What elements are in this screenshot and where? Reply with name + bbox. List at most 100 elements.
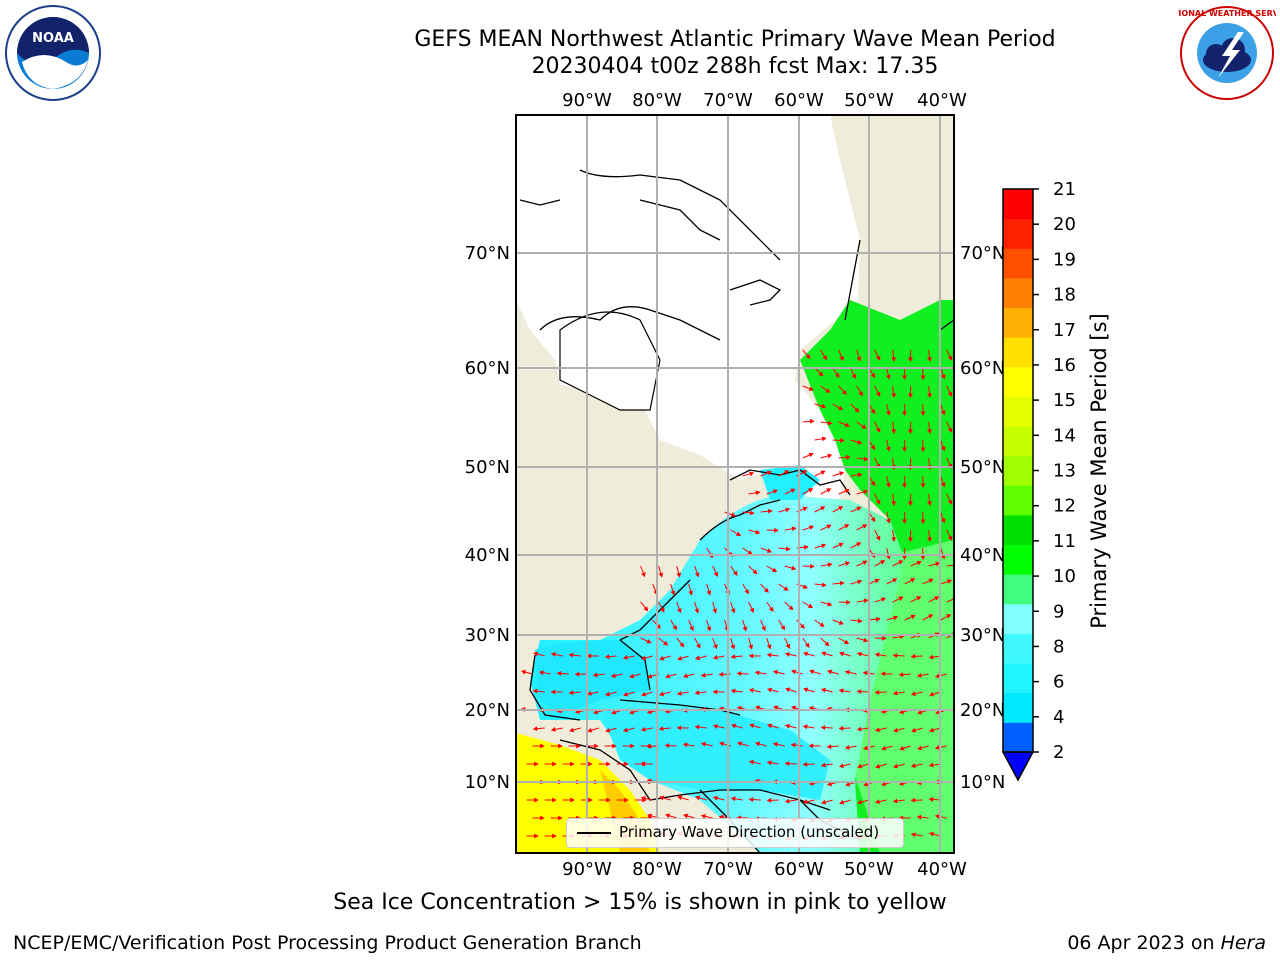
wave-arrow-head [870, 372, 876, 379]
colorbar-tick-label: 21 [1053, 179, 1076, 200]
wave-arrow-head [784, 761, 790, 766]
wave-arrow-head [658, 726, 664, 732]
wave-arrow-head [886, 374, 891, 380]
wave-arrow-head [748, 797, 754, 802]
wave-arrow-head [875, 391, 881, 397]
wave-arrow-head [802, 506, 808, 512]
wave-arrow-head [827, 669, 833, 675]
wave-arrow-head [730, 796, 736, 802]
footer-machine: Hera [1220, 932, 1266, 954]
wave-arrow-head [908, 393, 913, 399]
wave-arrow-head [688, 590, 694, 596]
wave-arrow-head [641, 572, 646, 578]
wave-arrow-head [550, 652, 556, 657]
lon-label: 90°W [562, 90, 612, 111]
wave-arrow-head [839, 580, 845, 586]
wave-arrow-head [928, 654, 934, 660]
wave-arrow-head [947, 427, 953, 433]
wave-arrow-head [809, 669, 815, 675]
lat-label: 10°N [465, 772, 510, 793]
lat-label: 30°N [960, 625, 1005, 646]
wave-arrow-head [694, 572, 700, 578]
legend-label: Primary Wave Direction (unscaled) [619, 823, 880, 841]
colorbar-tick-label: 13 [1053, 461, 1076, 482]
wave-arrow-head [809, 418, 815, 424]
wave-arrow-head [730, 608, 736, 614]
wave-arrow-head [856, 651, 862, 657]
wave-arrow-head [799, 623, 805, 629]
wave-arrow-head [857, 439, 863, 445]
map-legend: Primary Wave Direction (unscaled) [566, 818, 904, 848]
wave-arrow-head [808, 488, 814, 493]
wave-arrow-head [929, 691, 935, 697]
wave-arrow-head [606, 761, 611, 767]
wave-arrow-head [803, 687, 809, 693]
colorbar-tick-label: 17 [1053, 320, 1076, 341]
wave-arrow-head [731, 723, 737, 729]
wave-arrow-head [604, 654, 610, 660]
wave-arrow-head [640, 726, 646, 732]
colorbar-cell [1003, 307, 1033, 338]
wave-arrow-head [610, 673, 616, 678]
wave-arrow-head [802, 724, 808, 730]
wave-arrow-head [886, 446, 891, 452]
wave-arrow-head [623, 727, 629, 733]
wave-arrow-head [659, 655, 665, 661]
wave-arrow-head [766, 548, 772, 553]
wave-arrow-head [826, 744, 832, 750]
lat-label: 40°N [465, 545, 510, 566]
wave-arrow-head [660, 607, 665, 613]
lat-labels-right: 70°N 60°N 50°N 40°N 30°N 20°N 10°N [960, 243, 1005, 793]
lat-label: 70°N [960, 243, 1005, 264]
colorbar-cell [1003, 366, 1033, 397]
lon-label: 40°W [917, 859, 967, 880]
wave-arrow-head [665, 813, 671, 819]
wave-arrow-head [840, 437, 845, 443]
wave-arrow-head [755, 529, 761, 535]
wave-arrow-head [533, 651, 539, 657]
wave-arrow-head [910, 653, 916, 659]
wave-arrow-head [808, 386, 814, 391]
lon-label: 50°W [844, 90, 894, 111]
wave-arrow-head [646, 709, 652, 715]
wave-arrow-head [940, 518, 946, 524]
wave-arrow-head [928, 762, 934, 768]
wave-arrow-head [695, 795, 701, 801]
wave-arrow-head [624, 761, 629, 767]
wave-arrow-head [694, 608, 700, 614]
wave-arrow [946, 564, 954, 567]
colorbar-tick-label: 2 [1053, 742, 1064, 763]
wave-arrow-head [927, 537, 932, 542]
wave-arrow-head [712, 608, 718, 614]
wave-arrow-head [532, 726, 538, 732]
wave-arrow-head [824, 641, 830, 647]
lon-label: 80°W [632, 90, 682, 111]
wave-arrow-head [927, 429, 932, 434]
wave-arrow-head [851, 373, 857, 379]
wave-arrow-head [540, 815, 545, 821]
wave-arrow-head [612, 743, 617, 749]
wave-arrow-head [784, 798, 790, 804]
wave-arrow-head [588, 761, 593, 767]
wave-arrow-head [857, 763, 863, 769]
wave-arrow-head [929, 727, 935, 733]
wave-arrow-head [587, 727, 593, 733]
colorbar-cell [1003, 248, 1033, 279]
wave-arrow-head [917, 709, 923, 715]
wave-arrow-head [748, 759, 754, 765]
wave-arrow-head [870, 516, 876, 523]
wave-arrow-head [838, 506, 844, 511]
colorbar-tick-label: 11 [1053, 531, 1076, 552]
wave-arrow-head [844, 488, 850, 494]
wave-arrow-head [920, 483, 926, 489]
wave-arrow-head [647, 673, 653, 679]
wave-arrow-head [827, 453, 833, 459]
wave-arrow-head [730, 688, 736, 694]
wave-arrow-head [712, 795, 718, 801]
wave-arrow-head [908, 501, 913, 507]
wave-arrow-head [874, 689, 880, 695]
wave-arrow-head [916, 814, 922, 820]
wave-arrow-head [902, 483, 908, 489]
wave-arrow-head [826, 488, 832, 493]
wave-arrow-head [910, 614, 916, 620]
